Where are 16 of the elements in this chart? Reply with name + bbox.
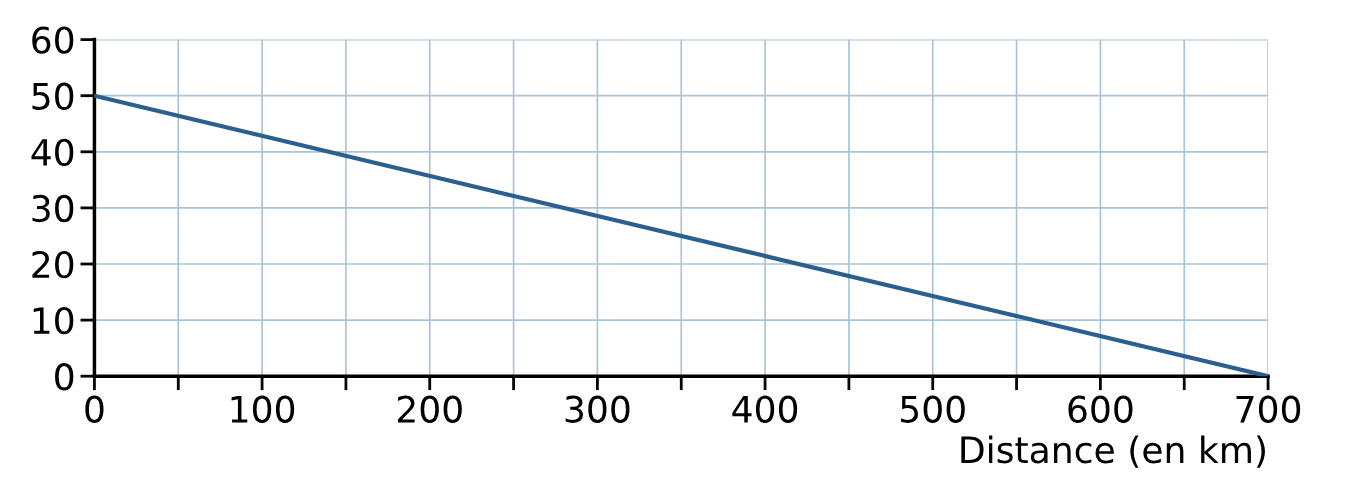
x-tick-label: 400 — [732, 395, 798, 423]
x-tick-label: 600 — [1068, 395, 1133, 423]
y-tick-label: 60 — [32, 26, 74, 54]
y-tick-label: 30 — [32, 194, 74, 223]
x-tick-label: 300 — [565, 395, 630, 423]
y-tick-label: 0 — [55, 363, 74, 391]
x-tick-label: 500 — [901, 395, 965, 423]
x-tick-label: 700 — [1236, 395, 1301, 423]
y-tick-label: 40 — [31, 138, 74, 167]
y-tick-label: 10 — [33, 307, 74, 335]
y-tick-label: 50 — [32, 82, 74, 110]
x-tick-label: 0 — [85, 395, 104, 423]
x-tick-label: 100 — [231, 395, 295, 423]
x-axis-title: Distance (en km) — [961, 435, 1265, 468]
x-tick-label: 200 — [397, 395, 462, 423]
y-tick-label: 20 — [32, 250, 74, 279]
